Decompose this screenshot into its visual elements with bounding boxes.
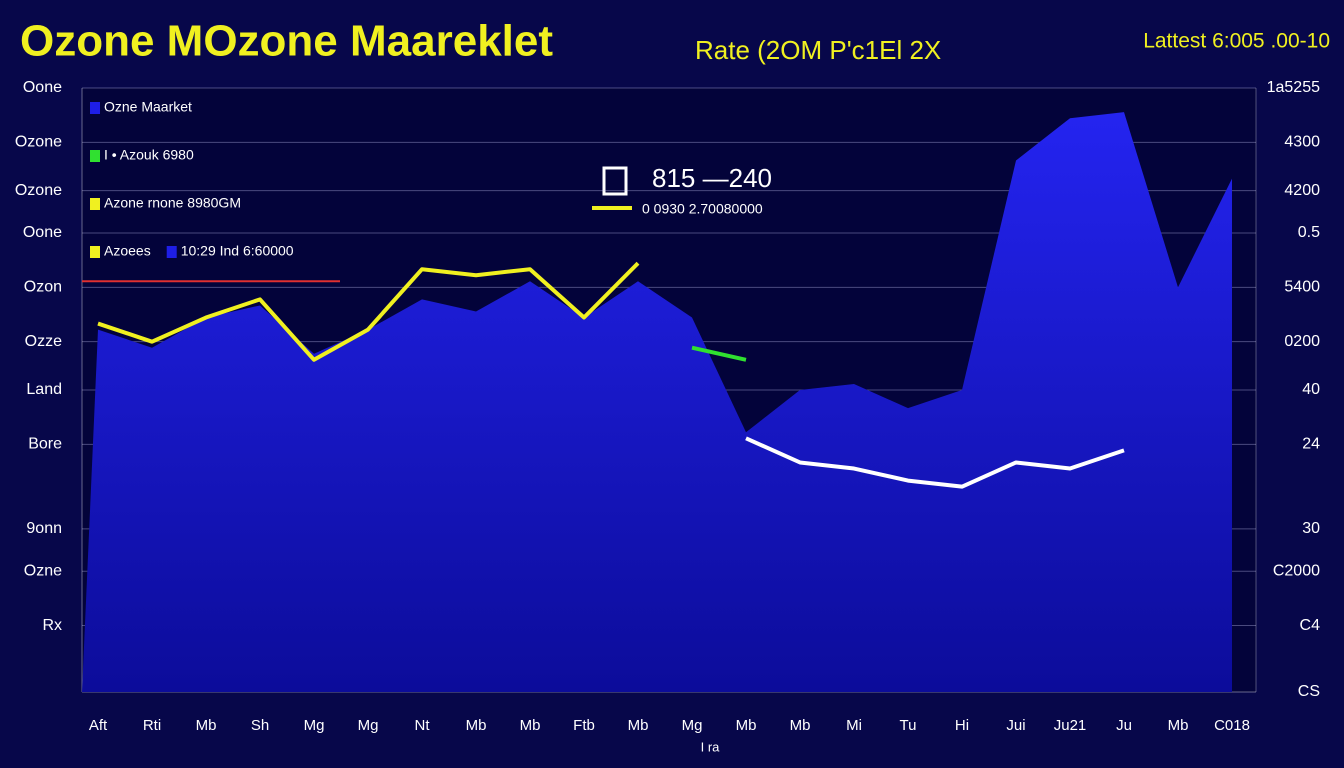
chart-title: Ozone MOzone Maareklet bbox=[20, 17, 553, 66]
y2-tick-label: 1a5255 bbox=[1267, 79, 1320, 96]
y-tick-label: Land bbox=[26, 381, 62, 398]
badge: Lattest 6:005 .00-10 bbox=[1143, 30, 1330, 53]
x-tick-label: C018 bbox=[1214, 717, 1250, 734]
legend-swatch bbox=[90, 102, 100, 114]
annotation: 815 —240 bbox=[652, 163, 772, 193]
y-tick-label: Ozon bbox=[24, 279, 62, 296]
y-tick-label: Ozze bbox=[25, 333, 62, 350]
legend-swatch bbox=[90, 150, 100, 162]
y2-tick-label: CS bbox=[1298, 683, 1320, 700]
x-tick-label: Mb bbox=[790, 717, 811, 734]
x-tick-label: Mb bbox=[736, 717, 757, 734]
y-tick-label: Oone bbox=[23, 79, 62, 96]
y2-tick-label: 24 bbox=[1302, 436, 1320, 453]
x-axis-label: I ra bbox=[701, 739, 721, 754]
annotation-sub: 0 0930 2.70080000 bbox=[642, 201, 763, 217]
legend-swatch bbox=[90, 246, 100, 258]
legend-label: I • Azouk 6980 bbox=[104, 147, 194, 163]
y2-tick-label: 0200 bbox=[1284, 333, 1320, 350]
y2-tick-label: 4300 bbox=[1284, 134, 1320, 151]
x-tick-label: Ju bbox=[1116, 717, 1132, 734]
x-tick-label: Jui bbox=[1006, 717, 1025, 734]
x-tick-label: Nt bbox=[415, 717, 431, 734]
line bbox=[97, 261, 640, 362]
x-tick-label: Mb bbox=[466, 717, 487, 734]
y2-tick-label: C2000 bbox=[1273, 562, 1320, 579]
y-tick-label: Ozone bbox=[15, 134, 62, 151]
y2-tick-label: 5400 bbox=[1284, 279, 1320, 296]
legend-label: Azoees bbox=[104, 243, 151, 259]
x-tick-label: Mi bbox=[846, 717, 862, 734]
x-tick-label: Mg bbox=[358, 717, 379, 734]
legend-label: Ozne Maarket bbox=[104, 99, 192, 115]
y2-tick-label: 4200 bbox=[1284, 182, 1320, 199]
chart-subtitle: Rate (2OM P'c1El 2X bbox=[695, 35, 941, 65]
x-tick-label: Mb bbox=[196, 717, 217, 734]
y-tick-label: Bore bbox=[28, 436, 62, 453]
legend-swatch bbox=[90, 198, 100, 210]
x-tick-label: Ftb bbox=[573, 717, 595, 734]
x-tick-label: Tu bbox=[900, 717, 917, 734]
legend-label: 10:29 Ind 6:60000 bbox=[181, 243, 294, 259]
y-tick-label: 9onn bbox=[26, 520, 62, 537]
x-tick-label: Mb bbox=[1168, 717, 1189, 734]
line bbox=[691, 345, 747, 362]
y2-tick-label: 40 bbox=[1302, 381, 1320, 398]
y-tick-label: Ozne bbox=[24, 562, 62, 579]
x-tick-label: Hi bbox=[955, 717, 969, 734]
y2-tick-label: C4 bbox=[1300, 617, 1321, 634]
x-tick-label: Ju21 bbox=[1054, 717, 1087, 734]
x-tick-label: Aft bbox=[89, 717, 108, 734]
area bbox=[82, 112, 1256, 692]
x-tick-label: Rti bbox=[143, 717, 161, 734]
x-tick-label: Mg bbox=[682, 717, 703, 734]
y-tick-label: Rx bbox=[42, 617, 62, 634]
legend-label: Azone rnone 8980GM bbox=[104, 195, 241, 211]
x-tick-label: Sh bbox=[251, 717, 269, 734]
x-tick-label: Mg bbox=[304, 717, 325, 734]
y2-tick-label: 30 bbox=[1302, 520, 1320, 537]
x-tick-label: Mb bbox=[628, 717, 649, 734]
y-tick-label: Ozone bbox=[15, 182, 62, 199]
legend-swatch bbox=[166, 246, 177, 258]
line bbox=[745, 436, 1125, 489]
annotation-icon bbox=[602, 166, 628, 196]
x-tick-label: Mb bbox=[520, 717, 541, 734]
y-tick-label: Oone bbox=[23, 224, 62, 241]
y2-tick-label: 0.5 bbox=[1298, 224, 1320, 241]
